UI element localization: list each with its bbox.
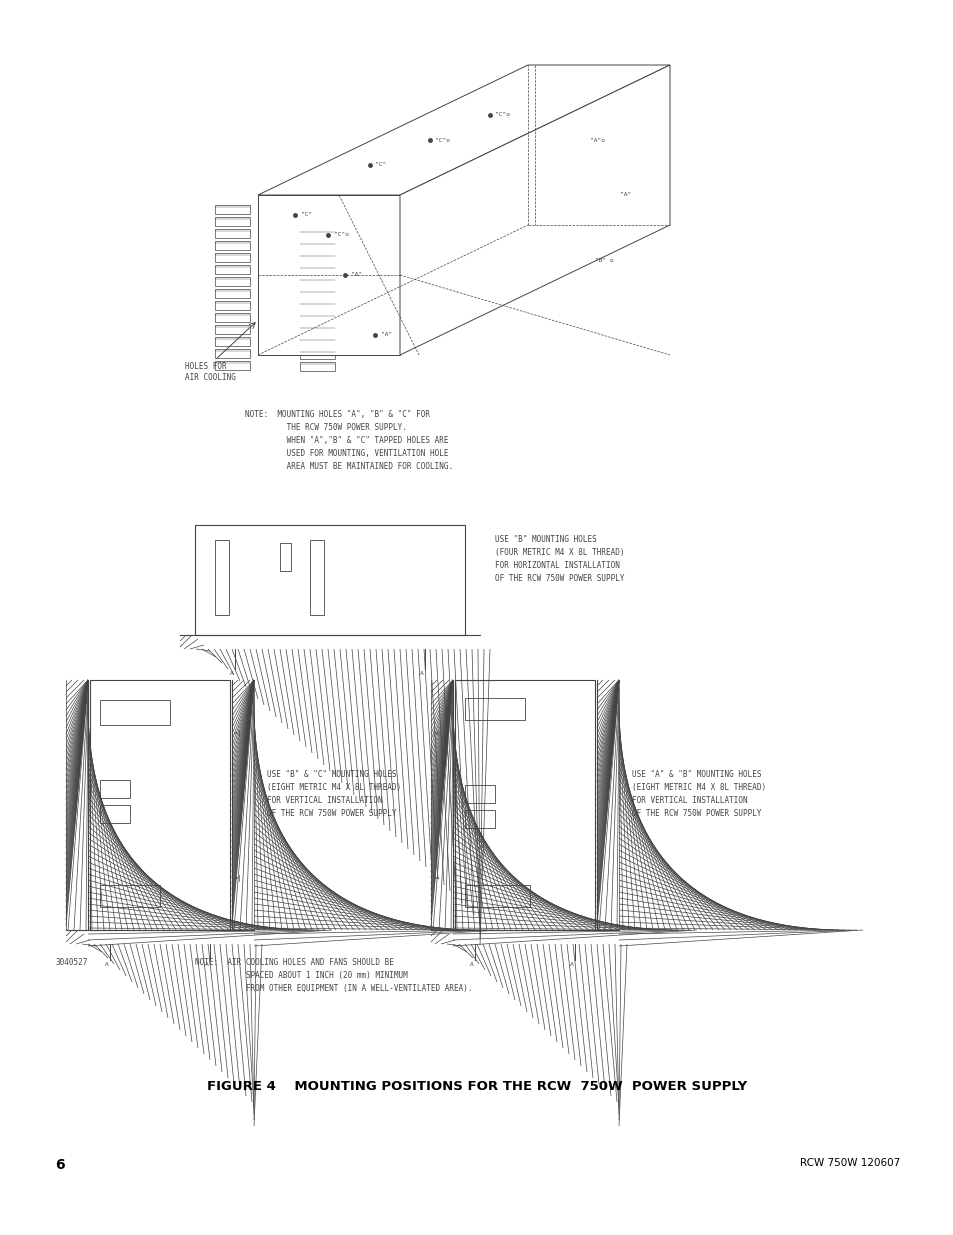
Bar: [310, 254, 339, 285]
Bar: [299, 350, 335, 359]
Bar: [299, 338, 335, 347]
Text: OF THE RCW 750W POWER SUPPLY: OF THE RCW 750W POWER SUPPLY: [631, 809, 760, 818]
Bar: [214, 289, 250, 298]
Bar: [280, 543, 291, 571]
Text: |=: |=: [431, 876, 439, 882]
Bar: [100, 781, 130, 798]
Text: A: A: [470, 962, 474, 967]
Bar: [464, 698, 524, 720]
Text: SPACED ABOUT 1 INCH (20 mm) MINIMUM: SPACED ABOUT 1 INCH (20 mm) MINIMUM: [194, 971, 407, 981]
Bar: [214, 361, 250, 370]
Text: "A": "A": [619, 193, 631, 198]
Bar: [464, 810, 495, 827]
Text: USED FOR MOUNTING, VENTILATION HOLE: USED FOR MOUNTING, VENTILATION HOLE: [245, 450, 448, 458]
Bar: [299, 278, 335, 287]
Bar: [214, 241, 250, 249]
Polygon shape: [257, 195, 399, 354]
Text: RCW 750W 120607: RCW 750W 120607: [799, 1158, 899, 1168]
Text: 3040527: 3040527: [55, 958, 88, 967]
Text: AREA MUST BE MAINTAINED FOR COOLING.: AREA MUST BE MAINTAINED FOR COOLING.: [245, 462, 453, 471]
Text: A: A: [205, 962, 209, 967]
Bar: [299, 303, 335, 311]
Text: WHEN "A","B" & "C" TAPPED HOLES ARE: WHEN "A","B" & "C" TAPPED HOLES ARE: [245, 436, 448, 445]
Bar: [299, 230, 335, 240]
Bar: [464, 785, 495, 803]
Text: =|: =|: [233, 730, 242, 737]
Bar: [299, 242, 335, 251]
Text: "A": "A": [351, 273, 362, 278]
Bar: [100, 885, 160, 906]
Text: "C"o: "C"o: [435, 137, 450, 142]
Bar: [214, 277, 250, 287]
Bar: [455, 680, 595, 930]
Text: A: A: [105, 962, 109, 967]
Text: OF THE RCW 750W POWER SUPPLY: OF THE RCW 750W POWER SUPPLY: [267, 809, 396, 818]
Text: "A": "A": [380, 332, 392, 337]
Text: USE "B" MOUNTING HOLES: USE "B" MOUNTING HOLES: [495, 535, 597, 543]
Text: "C": "C": [375, 163, 386, 168]
Bar: [214, 301, 250, 310]
Text: "C"o: "C"o: [495, 112, 510, 117]
Text: NOTE:  AIR COOLING HOLES AND FANS SHOULD BE: NOTE: AIR COOLING HOLES AND FANS SHOULD …: [194, 958, 394, 967]
Bar: [214, 228, 250, 238]
Bar: [100, 700, 170, 725]
Bar: [194, 525, 464, 635]
Polygon shape: [399, 65, 669, 354]
Text: A: A: [419, 671, 423, 676]
Text: FOR VERTICAL INSTALLATION: FOR VERTICAL INSTALLATION: [631, 797, 747, 805]
Text: "A"o: "A"o: [589, 137, 604, 142]
Text: =|: =|: [233, 876, 242, 882]
Text: "C"o: "C"o: [334, 232, 349, 237]
Bar: [100, 805, 130, 823]
Text: A: A: [570, 962, 574, 967]
Text: (FOUR METRIC M4 X 8L THREAD): (FOUR METRIC M4 X 8L THREAD): [495, 548, 624, 557]
Bar: [214, 337, 250, 346]
Bar: [314, 261, 325, 270]
Text: THE RCW 750W POWER SUPPLY.: THE RCW 750W POWER SUPPLY.: [245, 424, 406, 432]
Text: A: A: [230, 671, 233, 676]
Bar: [310, 540, 324, 615]
Bar: [299, 290, 335, 299]
Bar: [214, 325, 250, 333]
Bar: [214, 217, 250, 226]
Bar: [299, 266, 335, 275]
Text: FOR HORIZONTAL INSTALLATION: FOR HORIZONTAL INSTALLATION: [495, 561, 619, 571]
Bar: [299, 314, 335, 324]
Text: (EIGHT METRIC M4 X 8L THREAD): (EIGHT METRIC M4 X 8L THREAD): [267, 783, 400, 792]
Text: FOR VERTICAL INSTALLATION: FOR VERTICAL INSTALLATION: [267, 797, 382, 805]
Bar: [214, 350, 250, 358]
Bar: [214, 540, 229, 615]
Text: FIGURE 4    MOUNTING POSITIONS FOR THE RCW  750W  POWER SUPPLY: FIGURE 4 MOUNTING POSITIONS FOR THE RCW …: [207, 1079, 746, 1093]
Text: FROM OTHER EQUIPMENT (IN A WELL-VENTILATED AREA).: FROM OTHER EQUIPMENT (IN A WELL-VENTILAT…: [194, 984, 472, 993]
Bar: [464, 885, 530, 906]
Text: USE "B" & "C" MOUNTING HOLES: USE "B" & "C" MOUNTING HOLES: [267, 769, 396, 779]
Bar: [314, 272, 325, 282]
Text: AIR COOLING: AIR COOLING: [185, 373, 235, 382]
Bar: [299, 326, 335, 335]
Polygon shape: [257, 65, 669, 195]
Text: "B" o: "B" o: [595, 258, 613, 263]
Text: "C": "C": [301, 212, 312, 217]
Bar: [299, 362, 335, 370]
Text: (EIGHT METRIC M4 X 8L THREAD): (EIGHT METRIC M4 X 8L THREAD): [631, 783, 765, 792]
Text: 6: 6: [55, 1158, 65, 1172]
Bar: [214, 312, 250, 322]
Bar: [299, 254, 335, 263]
Bar: [214, 253, 250, 262]
Bar: [214, 205, 250, 214]
Text: |=: |=: [431, 730, 439, 737]
Text: HOLES FOR: HOLES FOR: [185, 362, 227, 370]
Text: OF THE RCW 750W POWER SUPPLY: OF THE RCW 750W POWER SUPPLY: [495, 574, 624, 583]
Bar: [214, 266, 250, 274]
Bar: [90, 680, 230, 930]
Text: USE "A" & "B" MOUNTING HOLES: USE "A" & "B" MOUNTING HOLES: [631, 769, 760, 779]
Text: NOTE:  MOUNTING HOLES "A", "B" & "C" FOR: NOTE: MOUNTING HOLES "A", "B" & "C" FOR: [245, 410, 430, 419]
